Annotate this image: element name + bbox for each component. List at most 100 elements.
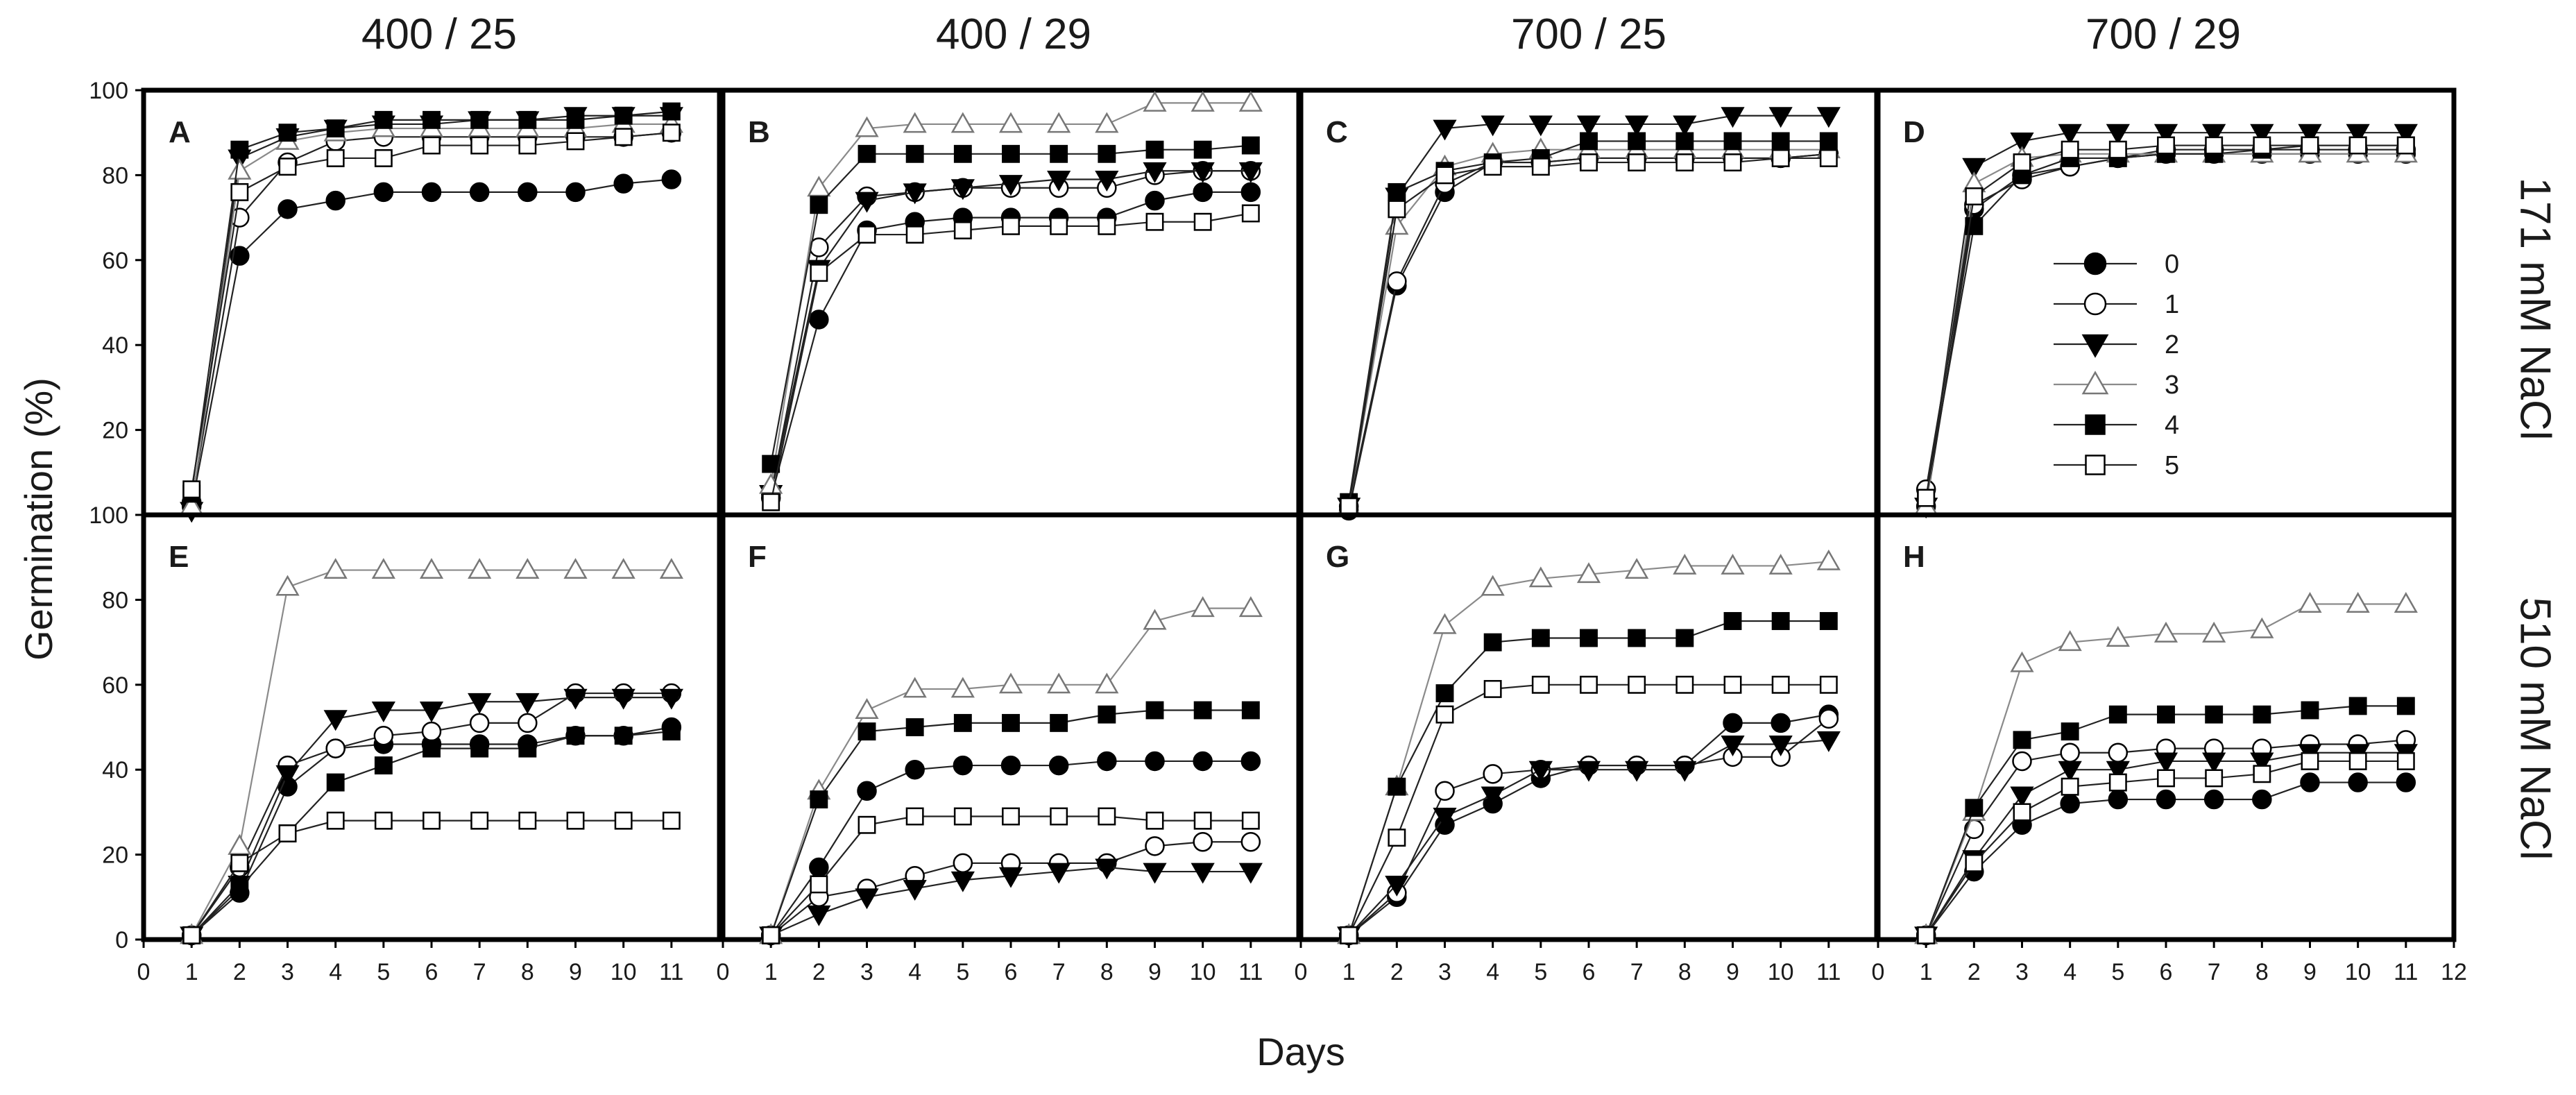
data-point	[278, 158, 297, 176]
x-tick-label: 3	[1438, 959, 1451, 985]
data-point	[518, 811, 537, 830]
data-point	[1528, 761, 1553, 782]
x-tick-label: 10	[1190, 959, 1216, 985]
data-point	[953, 713, 972, 732]
data-point	[419, 702, 444, 722]
data-point	[659, 688, 683, 710]
panel-B: B	[720, 87, 1302, 518]
data-point	[566, 811, 585, 830]
data-point	[905, 807, 924, 826]
series-3	[180, 112, 683, 516]
data-point	[1241, 701, 1260, 720]
data-point	[1435, 781, 1455, 801]
data-point	[1098, 144, 1116, 163]
data-point	[1240, 831, 1261, 852]
data-point	[1816, 549, 1841, 570]
x-tick-label: 2	[1390, 959, 1404, 985]
data-point	[2153, 752, 2178, 774]
data-point	[470, 811, 489, 830]
data-point	[1098, 807, 1116, 826]
series-5	[1340, 148, 1838, 516]
data-point	[1675, 153, 1694, 171]
data-point	[2013, 803, 2031, 822]
legend-label: 3	[2165, 371, 2179, 400]
panel-letter-H: H	[1903, 540, 1925, 574]
data-point	[810, 196, 828, 214]
data-point	[998, 112, 1023, 133]
data-point	[810, 790, 828, 808]
data-point	[1002, 713, 1020, 732]
series-3	[759, 90, 1263, 494]
data-point	[1095, 858, 1119, 880]
data-point	[566, 727, 585, 745]
data-point	[1675, 132, 1694, 151]
series-4	[1917, 697, 2415, 944]
x-tick-label: 4	[2063, 959, 2076, 985]
panel-E: E 0 20 40 60 80 100 0 1 2 3 4 5 6 7 8 9 10 11	[89, 502, 722, 985]
x-tick-label: 0	[1295, 959, 1308, 985]
data-point	[611, 688, 636, 710]
legend-label: 0	[2165, 250, 2179, 279]
data-point	[182, 480, 201, 499]
data-point	[2202, 124, 2226, 145]
data-point	[2106, 626, 2130, 647]
data-point	[2253, 136, 2271, 155]
data-point	[1240, 751, 1261, 772]
data-point	[325, 190, 346, 211]
data-point	[809, 309, 829, 330]
data-point	[469, 182, 490, 203]
data-point	[1145, 751, 1165, 772]
data-point	[1723, 612, 1742, 630]
data-point	[1340, 497, 1358, 516]
data-point	[950, 179, 975, 201]
data-point	[762, 926, 781, 944]
data-point	[1723, 153, 1742, 171]
panel-G: G 0 1 2 3 4 5 6 7 8 9 10 11	[1295, 512, 1879, 985]
data-point	[1047, 112, 1071, 133]
data-point	[2396, 136, 2415, 155]
data-point	[1098, 705, 1116, 724]
x-tick-label: 0	[717, 959, 730, 985]
x-tick-label: 8	[521, 959, 534, 985]
x-tick-label: 6	[1583, 959, 1596, 985]
data-point	[1768, 553, 1793, 575]
y-tick-label: 80	[102, 587, 128, 613]
panel-C: C	[1298, 87, 1879, 521]
data-point	[998, 175, 1023, 196]
data-point	[515, 693, 540, 714]
data-point	[1387, 271, 1407, 291]
data-point	[1143, 90, 1167, 112]
data-point	[2108, 773, 2127, 792]
data-point	[613, 173, 633, 194]
data-point	[858, 722, 876, 741]
legend-entry-4: 4	[2054, 411, 2179, 440]
data-point	[419, 558, 444, 579]
data-point	[809, 857, 829, 878]
data-point	[1481, 575, 1505, 596]
data-point	[905, 144, 924, 163]
data-point	[2205, 769, 2224, 788]
data-point	[2058, 761, 2082, 782]
column-title-700-29: 700 / 29	[2085, 10, 2241, 58]
data-point	[950, 871, 975, 892]
data-point	[2106, 124, 2130, 145]
data-point	[228, 158, 252, 180]
data-point	[1238, 863, 1263, 884]
data-point	[953, 807, 972, 826]
data-point	[998, 672, 1023, 694]
data-point	[423, 739, 441, 758]
data-point	[470, 739, 489, 758]
data-point	[1145, 701, 1164, 720]
data-point	[230, 246, 250, 266]
data-point	[1771, 713, 1791, 733]
data-point	[1580, 153, 1598, 171]
data-point	[1628, 132, 1646, 151]
x-tick-label: 8	[1100, 959, 1114, 985]
x-axis-title: Days	[1256, 1030, 1345, 1073]
data-point	[2010, 786, 2034, 808]
data-point	[1191, 863, 1215, 884]
data-point	[2396, 772, 2416, 792]
data-point	[566, 110, 585, 129]
data-point	[1388, 200, 1406, 219]
